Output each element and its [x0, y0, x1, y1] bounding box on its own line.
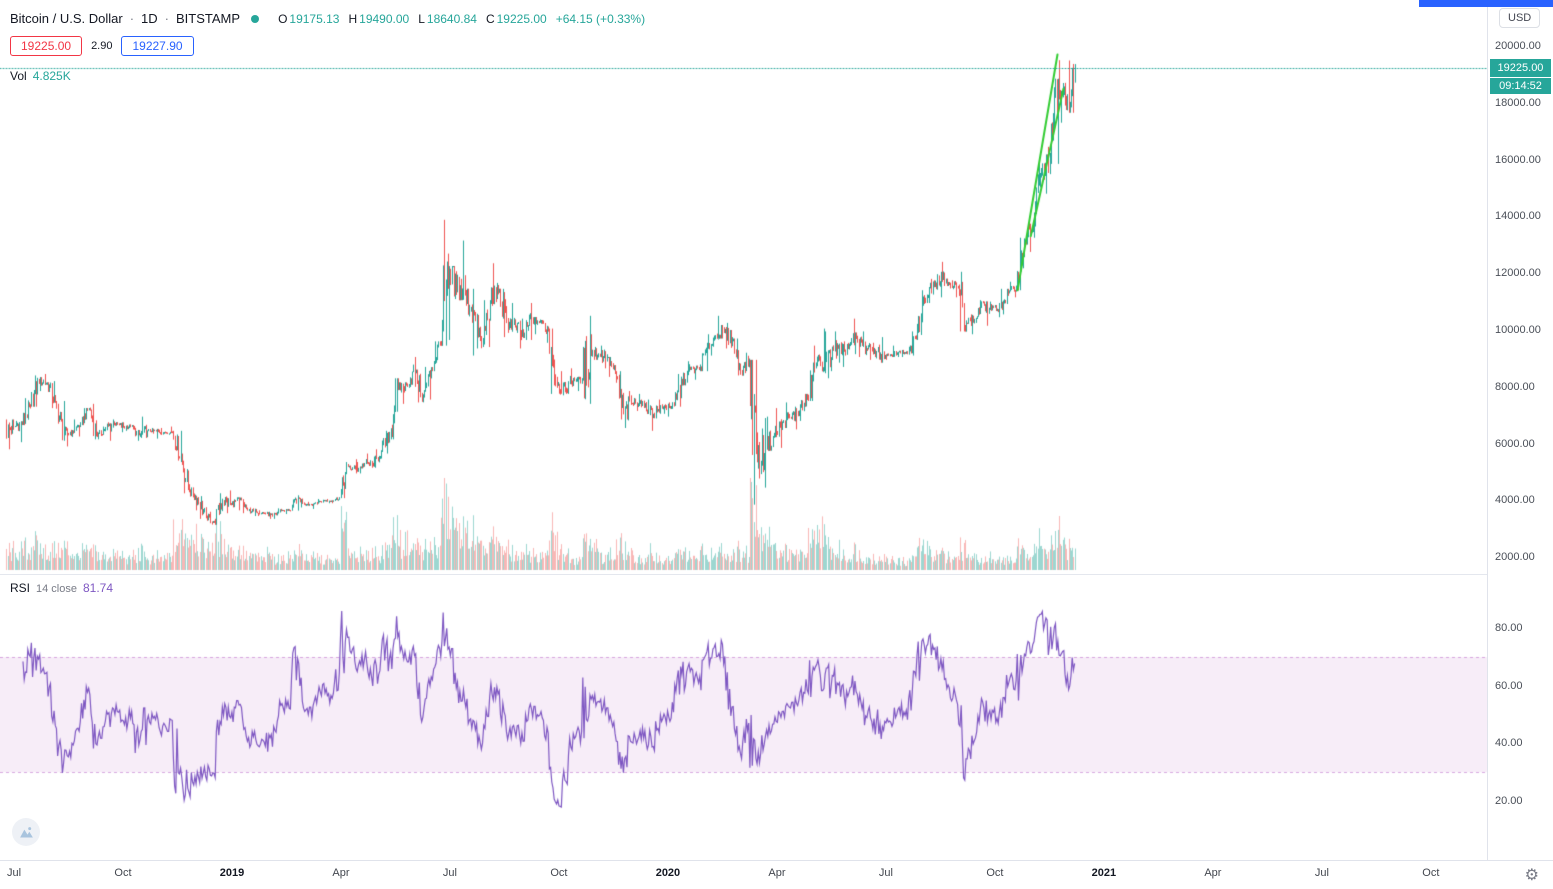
time-tick-label: 2019 — [219, 867, 245, 879]
spread-value: 2.90 — [91, 40, 113, 52]
time-tick-label: Oct — [550, 867, 568, 879]
close-label: C — [485, 11, 495, 26]
symbol-title[interactable]: Bitcoin / U.S. Dollar — [10, 11, 123, 26]
pane-separator[interactable] — [0, 574, 1553, 575]
high-label: H — [348, 11, 358, 26]
price-tick-label: 12000.00 — [1495, 267, 1541, 280]
rsi-tick-label: 40.00 — [1495, 737, 1523, 750]
price-axis[interactable]: USD 19225.00 09:14:52 20000.00 18000.00 16… — [1487, 0, 1553, 860]
time-tick-label: 2020 — [655, 867, 681, 879]
volume-label: Vol — [10, 69, 27, 83]
quote-row: 19225.00 2.90 19227.90 — [10, 36, 194, 56]
market-status-icon — [251, 14, 260, 23]
open-label: O — [278, 11, 288, 26]
time-tick-label: Apr — [1204, 867, 1222, 879]
ohlc-values: O 19175.13 H 19490.00 L 18640.84 C 19225.00 … — [278, 12, 645, 26]
exchange-label[interactable]: BITSTAMP — [176, 11, 241, 26]
time-axis[interactable]: ⚙ Jul Oct 2019 Apr Jul Oct 2020 Apr Jul Oct 2021 Ap… — [0, 860, 1553, 889]
separator: · — [129, 11, 135, 26]
time-tick-label: 2021 — [1091, 867, 1117, 879]
price-tick-label: 8000.00 — [1495, 380, 1535, 393]
price-tick-label: 14000.00 — [1495, 210, 1541, 223]
rsi-params: 14 close — [36, 583, 77, 595]
open-value: 19175.13 — [289, 11, 340, 26]
rsi-tick-label: 20.00 — [1495, 794, 1523, 807]
time-tick-label: Jul — [878, 867, 893, 879]
time-tick-label: Oct — [1422, 867, 1440, 879]
chart-canvas[interactable] — [0, 0, 1487, 860]
price-tick-label: 2000.00 — [1495, 551, 1535, 564]
logo-button[interactable] — [12, 818, 40, 846]
interval-label[interactable]: 1D — [141, 11, 158, 26]
price-tick-label: 18000.00 — [1495, 96, 1541, 109]
close-value: 19225.00 — [496, 11, 547, 26]
time-tick-label: Apr — [332, 867, 350, 879]
time-tick-label: Oct — [114, 867, 132, 879]
bid-price-button[interactable]: 19225.00 — [10, 36, 83, 56]
low-label: L — [418, 11, 425, 26]
rsi-tick-label: 60.00 — [1495, 679, 1523, 692]
change-value: +64.15 (+0.33%) — [555, 11, 646, 26]
price-tick-label: 10000.00 — [1495, 323, 1541, 336]
rsi-legend: RSI 14 close 81.74 — [10, 581, 113, 595]
rsi-value: 81.74 — [83, 581, 114, 595]
price-tick-label: 20000.00 — [1495, 40, 1541, 52]
low-value: 18640.84 — [426, 11, 477, 26]
separator: · — [164, 11, 170, 26]
bar-countdown-label: 09:14:52 — [1490, 78, 1551, 95]
top-blue-strip — [1419, 0, 1553, 7]
rsi-tick-label: 80.00 — [1495, 622, 1523, 635]
time-tick-label: Jul — [6, 867, 22, 879]
last-price-label[interactable]: 19225.00 — [1490, 59, 1551, 78]
ask-price-button[interactable]: 19227.90 — [121, 36, 194, 56]
currency-toggle-button[interactable]: USD — [1499, 8, 1541, 28]
price-tick-label: 4000.00 — [1495, 494, 1535, 507]
price-tick-label: 6000.00 — [1495, 437, 1535, 450]
time-tick-label: Jul — [442, 867, 457, 879]
rsi-name[interactable]: RSI — [10, 581, 31, 595]
high-value: 19490.00 — [359, 11, 410, 26]
time-tick-label: Oct — [986, 867, 1004, 879]
settings-gear-icon[interactable]: ⚙ — [1524, 867, 1539, 884]
time-tick-label: Apr — [768, 867, 786, 879]
volume-value: 4.825K — [32, 69, 71, 83]
mountain-photo-icon — [19, 826, 33, 837]
price-tick-label: 16000.00 — [1495, 153, 1541, 166]
volume-legend: Vol 4.825K — [10, 69, 71, 83]
time-tick-label: Jul — [1314, 867, 1329, 879]
